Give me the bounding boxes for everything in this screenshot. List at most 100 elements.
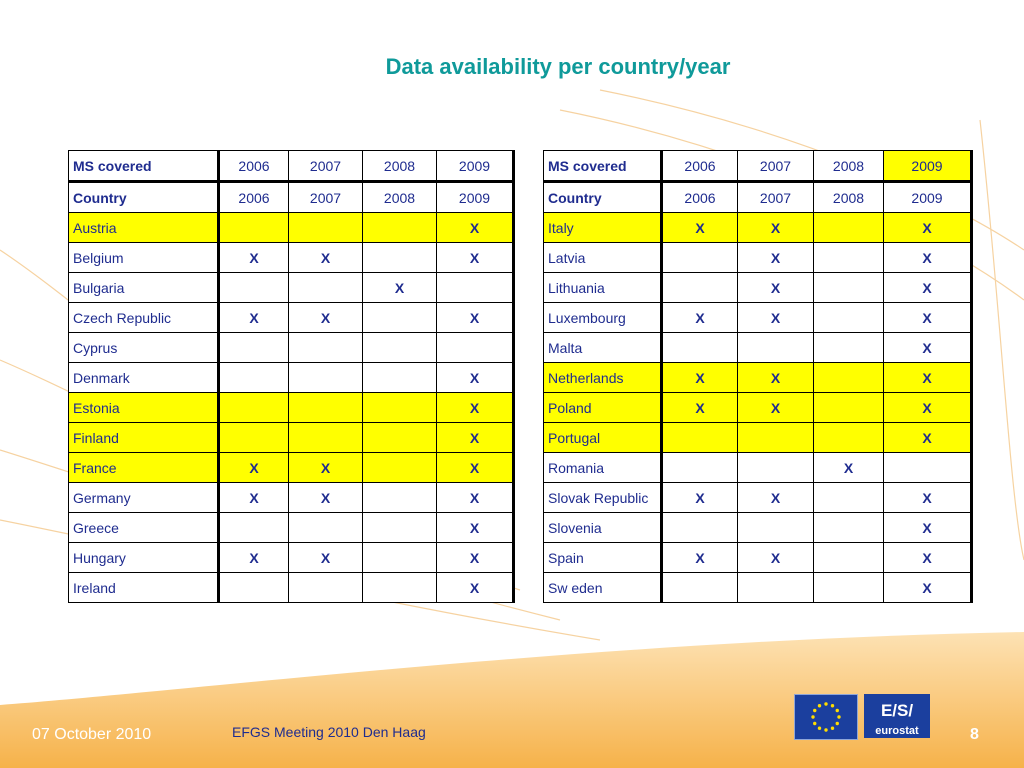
availability-cell: [362, 422, 437, 453]
availability-cell: X: [661, 302, 738, 333]
table-row: Lithuania X X: [543, 272, 973, 303]
availability-cell: [218, 572, 289, 603]
country-name: Germany: [68, 482, 220, 513]
availability-cell: [813, 422, 884, 453]
availability-cell: [218, 272, 289, 303]
availability-cell: X: [436, 422, 515, 453]
availability-cell: X: [436, 302, 515, 333]
availability-cell: X: [883, 572, 973, 603]
availability-cell: [737, 572, 814, 603]
availability-cell: [218, 332, 289, 363]
availability-cell: [362, 362, 437, 393]
availability-cell: X: [436, 212, 515, 243]
table-row: Ireland X: [68, 572, 515, 603]
availability-cell: X: [737, 482, 814, 513]
availability-cell: X: [436, 362, 515, 393]
availability-cell: [288, 332, 363, 363]
availability-cell: [362, 332, 437, 363]
availability-cell: X: [436, 512, 515, 543]
table-row: Austria X: [68, 212, 515, 243]
table-row: Estonia X: [68, 392, 515, 423]
country-name: Ireland: [68, 572, 220, 603]
availability-cell: X: [661, 362, 738, 393]
availability-table-left: MS covered 2006 2007 2008 2009 Country 2006 200…: [68, 150, 515, 603]
table-row: Bulgaria X: [68, 272, 515, 303]
table-row: Cyprus: [68, 332, 515, 363]
country-name: Sw eden: [543, 572, 663, 603]
header-year: 2009: [436, 181, 515, 213]
availability-cell: X: [288, 452, 363, 483]
availability-cell: [813, 332, 884, 363]
availability-cell: X: [218, 242, 289, 273]
header-label: MS covered: [543, 150, 663, 183]
header-row: Country 2006 2007 2008 2009: [543, 181, 973, 213]
availability-cell: [813, 242, 884, 273]
availability-cell: X: [661, 392, 738, 423]
country-name: Lithuania: [543, 272, 663, 303]
header-year: 2009: [883, 181, 973, 213]
header-row: MS covered 2006 2007 2008 2009: [68, 150, 515, 183]
availability-cell: X: [661, 482, 738, 513]
availability-cell: X: [737, 212, 814, 243]
availability-cell: X: [436, 572, 515, 603]
country-name: Austria: [68, 212, 220, 243]
availability-cell: [436, 272, 515, 303]
availability-cell: [813, 542, 884, 573]
country-name: Belgium: [68, 242, 220, 273]
country-name: Netherlands: [543, 362, 663, 393]
header-year: 2007: [737, 181, 814, 213]
availability-cell: X: [436, 392, 515, 423]
country-name: Hungary: [68, 542, 220, 573]
header-year: 2008: [813, 150, 884, 183]
availability-cell: X: [362, 272, 437, 303]
page-number: 8: [970, 726, 979, 743]
eurostat-logo: E/S/ eurostat: [864, 694, 930, 738]
availability-cell: X: [218, 452, 289, 483]
header-label: MS covered: [68, 150, 220, 183]
availability-cell: [362, 242, 437, 273]
country-name: Greece: [68, 512, 220, 543]
slide-title: Data availability per country/year: [385, 54, 731, 79]
availability-cell: [813, 572, 884, 603]
availability-cell: X: [218, 482, 289, 513]
availability-cell: X: [737, 272, 814, 303]
table-row: Slovenia X: [543, 512, 973, 543]
header-year: 2008: [362, 150, 437, 183]
country-name: Slovak Republic: [543, 482, 663, 513]
table-row: Czech Republic X X X: [68, 302, 515, 333]
country-name: Malta: [543, 332, 663, 363]
table-row: Hungary X X X: [68, 542, 515, 573]
availability-cell: [813, 362, 884, 393]
availability-cell: X: [661, 542, 738, 573]
header-year: 2006: [218, 181, 289, 213]
header-year: 2006: [661, 150, 738, 183]
availability-cell: [362, 512, 437, 543]
availability-cell: [813, 512, 884, 543]
table-row: Greece X: [68, 512, 515, 543]
availability-cell: [218, 212, 289, 243]
availability-cell: [362, 212, 437, 243]
availability-cell: X: [883, 242, 973, 273]
table-row: Germany X X X: [68, 482, 515, 513]
availability-cell: [661, 452, 738, 483]
availability-cell: [218, 512, 289, 543]
footer-date: 07 October 2010: [32, 726, 152, 743]
availability-cell: X: [883, 212, 973, 243]
availability-cell: [661, 242, 738, 273]
availability-cell: [737, 332, 814, 363]
availability-cell: X: [288, 482, 363, 513]
header-year: 2006: [218, 150, 289, 183]
header-year: 2008: [362, 181, 437, 213]
table-row: Slovak Republic X X X: [543, 482, 973, 513]
country-name: France: [68, 452, 220, 483]
availability-cell: X: [737, 542, 814, 573]
availability-cell: [288, 422, 363, 453]
availability-cell: X: [737, 392, 814, 423]
table-row: Poland X X X: [543, 392, 973, 423]
availability-cell: X: [436, 452, 515, 483]
country-name: Poland: [543, 392, 663, 423]
availability-cell: [661, 572, 738, 603]
table-row: Italy X X X: [543, 212, 973, 243]
availability-cell: X: [218, 302, 289, 333]
availability-cell: [362, 542, 437, 573]
